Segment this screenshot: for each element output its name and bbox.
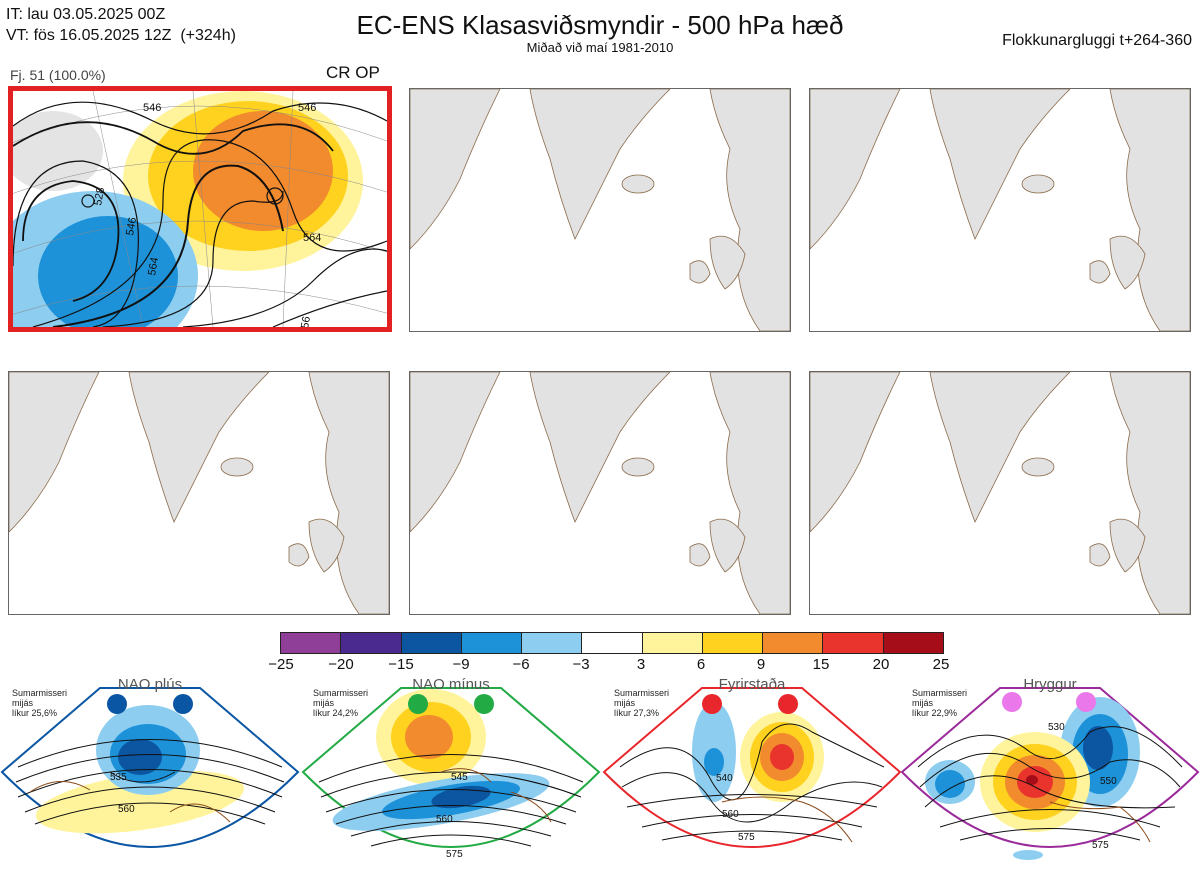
classification-window: Flokkunargluggi t+264-360 <box>1002 32 1192 49</box>
contour-label: 575 <box>738 832 755 843</box>
panel-1-count-label: Fj. 51 (100.0%) <box>10 67 106 83</box>
regime-marker <box>702 694 722 714</box>
cluster-map-1: 546 528 546 564 564 56 546 <box>13 91 387 327</box>
cluster-panel-1[interactable]: 546 528 546 564 564 56 546 <box>8 86 392 332</box>
regime-marker <box>408 694 428 714</box>
contour-label: 564 <box>303 232 321 244</box>
page-title: EC-ENS Klasasviðsmyndir - 500 hPa hæð <box>356 10 844 40</box>
colorbar-swatch <box>702 633 764 653</box>
cluster-panel-4[interactable] <box>8 371 390 615</box>
regime-name: Hryggur <box>1023 676 1077 693</box>
contour-label: 528 <box>92 186 107 206</box>
regime-marker <box>778 694 798 714</box>
colorbar-tick-label: 15 <box>812 656 830 673</box>
colorbar-swatch <box>883 633 943 653</box>
contour-label: 560 <box>118 804 135 815</box>
contour-label: 530 <box>1048 722 1065 733</box>
regime-marker <box>107 694 127 714</box>
cluster-panel-6[interactable] <box>809 371 1191 615</box>
cluster-panel-2[interactable] <box>409 88 791 332</box>
colorbar-swatch <box>763 633 824 653</box>
regime-info: Sumarmisseri mijás líkur 25,6% <box>12 688 68 718</box>
contour-label: 546 <box>143 102 161 114</box>
colorbar-tick-label: −3 <box>572 656 590 673</box>
contour-label: 546 <box>298 102 316 114</box>
colorbar-tick-label: 6 <box>696 656 706 673</box>
contour-label: 575 <box>446 849 463 860</box>
colorbar-swatch <box>642 633 703 653</box>
contour-label: 560 <box>722 809 739 820</box>
regime-ridge[interactable]: 530 550 575 Hryggur Sumarmisseri mijás lík… <box>900 672 1200 871</box>
colorbar-tick-label: 3 <box>636 656 646 673</box>
valid-time: VT: fös 16.05.2025 12Z (+324h) <box>6 27 236 44</box>
regime-marker <box>474 694 494 714</box>
regime-blocking[interactable]: 540 560 575 Fyrirstaða Sumarmisseri mijás… <box>602 672 902 871</box>
colorbar-swatch <box>522 633 583 653</box>
colorbar-tick-label: −20 <box>328 656 354 673</box>
contour-label: 564 <box>146 256 161 276</box>
contour-label: 56 <box>299 315 313 327</box>
contour-label: 546 <box>124 216 139 236</box>
colorbar-tick-label: 9 <box>756 656 766 673</box>
colorbar-swatch <box>341 633 402 653</box>
colorbar-tick-label: 25 <box>932 656 950 673</box>
cluster-panel-5[interactable] <box>409 371 791 615</box>
regime-name: NAO mínus <box>412 676 490 693</box>
contour-label: 540 <box>716 773 733 784</box>
regime-nao-plus[interactable]: 535 560 NAO plús Sumarmisseri mijás líkur … <box>0 672 300 871</box>
regime-info: Sumarmisseri mijás líkur 22,9% <box>912 688 968 718</box>
regime-marker <box>1002 692 1022 712</box>
regime-nao-minus[interactable]: 545 560 575 NAO mínus Sumarmisseri mijás l… <box>301 672 601 871</box>
cluster-map-3 <box>810 89 1190 331</box>
regime-info: Sumarmisseri mijás líkur 27,3% <box>614 688 670 718</box>
regime-info: Sumarmisseri mijás líkur 24,2% <box>313 688 369 718</box>
contour-label: 575 <box>1092 840 1109 851</box>
contour-label: 550 <box>1100 776 1117 787</box>
colorbar-swatch <box>582 633 643 653</box>
colorbar-swatch <box>823 633 884 653</box>
regime-name: Fyrirstaða <box>718 676 786 693</box>
cluster-map-5 <box>410 372 790 614</box>
contour-label: 560 <box>436 814 453 825</box>
cluster-panel-3[interactable] <box>809 88 1191 332</box>
panel-1-class-label: CR OP <box>326 63 380 82</box>
regime-marker <box>1076 692 1096 712</box>
page-subtitle: Miðað við maí 1981-2010 <box>526 40 674 55</box>
colorbar-swatch <box>281 633 342 653</box>
colorbar-tick-label: −25 <box>268 656 294 673</box>
colorbar-tick-label: −9 <box>452 656 470 673</box>
regime-name: NAO plús <box>117 676 183 693</box>
initial-time: IT: lau 03.05.2025 00Z <box>6 6 166 23</box>
contour-label: 535 <box>110 772 127 783</box>
cluster-map-6 <box>810 372 1190 614</box>
colorbar-tick-label: −15 <box>388 656 414 673</box>
contour-label: 545 <box>451 772 468 783</box>
colorbar-tick-label: −6 <box>512 656 530 673</box>
colorbar-swatch <box>461 633 523 653</box>
colorbar-swatch <box>401 633 462 653</box>
regime-marker <box>173 694 193 714</box>
header-info: IT: lau 03.05.2025 00Z VT: fös 16.05.202… <box>6 4 236 46</box>
cluster-map-4 <box>9 372 389 614</box>
cluster-map-2 <box>410 89 790 331</box>
anomaly-colorbar <box>280 632 944 654</box>
colorbar-tick-label: 20 <box>872 656 890 673</box>
